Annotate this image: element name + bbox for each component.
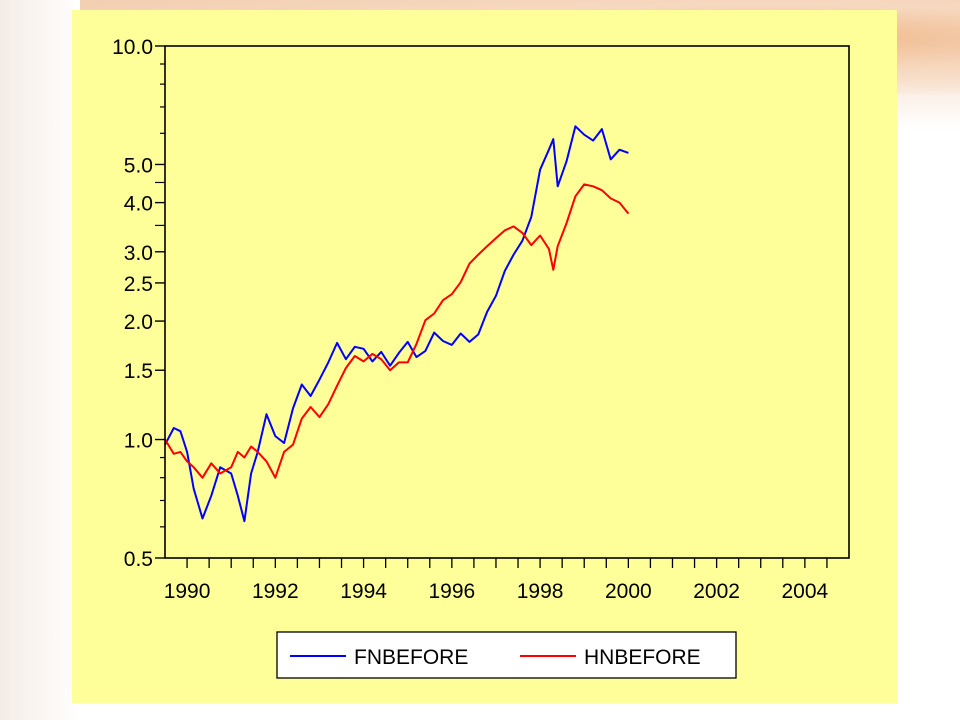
y-tick-label: 2.0	[124, 311, 153, 334]
x-tick-label: 2002	[693, 580, 740, 603]
y-tick-label: 2.5	[124, 273, 153, 296]
y-tick-label: 0.5	[124, 548, 153, 571]
y-tick-label: 5.0	[124, 154, 153, 177]
legend-box	[276, 631, 737, 679]
x-tick-label: 1992	[252, 580, 299, 603]
y-axis: 0.5 1.0 1.5 2.0 2.5 3.0 4.0 5.0 10.0	[112, 36, 165, 571]
legend-label-fnbefore: FNBEFORE	[354, 646, 468, 669]
plot-frame	[164, 45, 850, 559]
slide-background-left	[0, 0, 80, 720]
y-tick-label: 1.0	[124, 430, 153, 453]
x-tick-label: 1998	[517, 580, 564, 603]
series-line-fnbefore	[164, 125, 629, 523]
chart-panel	[72, 10, 897, 703]
x-tick-label: 1990	[164, 580, 211, 603]
y-tick-label: 1.5	[124, 360, 153, 383]
series-line-hnbefore	[164, 183, 630, 479]
y-tick-label: 4.0	[124, 193, 153, 216]
x-tick-label: 1994	[340, 580, 387, 603]
series-layer	[164, 125, 630, 523]
x-axis: 1990 1992 1994 1996 1998 2000 2002 2004	[164, 558, 829, 603]
y-tick-label: 10.0	[112, 36, 153, 59]
x-tick-label: 1996	[428, 580, 475, 603]
y-tick-label: 3.0	[124, 242, 153, 265]
legend: FNBEFORE HNBEFORE	[276, 631, 737, 679]
x-tick-label: 2004	[782, 580, 829, 603]
x-tick-label: 2000	[605, 580, 652, 603]
legend-label-hnbefore: HNBEFORE	[584, 646, 701, 669]
